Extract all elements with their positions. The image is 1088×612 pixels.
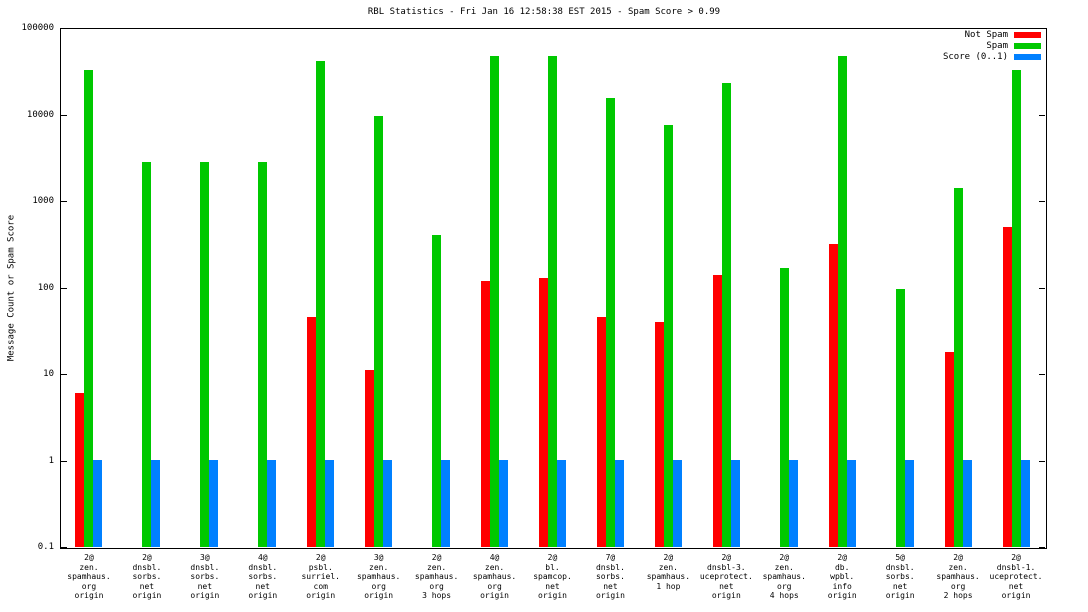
x-tick-label: 2@ zen. spamhaus. org origin	[67, 553, 111, 600]
bar-not-spam	[539, 278, 548, 547]
y-tick-label: 10	[43, 369, 54, 379]
x-tick-label: 2@ zen. spamhaus. 1 hop	[646, 553, 691, 591]
bar-score-0-1	[846, 460, 856, 547]
x-tick-label: 4@ zen. spamhaus. org origin	[472, 553, 517, 600]
bar-score-0-1	[614, 460, 624, 547]
legend-label: Spam	[986, 41, 1008, 51]
x-tick-label: 2@ zen. spamhaus. org 3 hops	[414, 553, 459, 600]
y-tick-mark	[61, 374, 67, 375]
x-tick-label: 2@ zen. spamhaus. org 4 hops	[762, 553, 806, 600]
x-tick-label: 2@ psbl. surriel. com origin	[301, 553, 340, 600]
bar-spam	[663, 125, 673, 547]
chart-title: RBL Statistics - Fri Jan 16 12:58:38 EST…	[367, 7, 721, 17]
bar-not-spam	[481, 281, 491, 547]
bar-spam	[953, 188, 963, 547]
y-tick-mark	[61, 547, 67, 548]
bar-score-0-1	[93, 460, 103, 547]
y-tick-label: 10000	[26, 109, 54, 120]
x-tick-label: 2@ dnsbl. sorbs. net origin	[132, 553, 162, 600]
bar-score-0-1	[788, 460, 798, 547]
bar-not-spam	[654, 322, 664, 547]
bar-not-spam	[828, 244, 838, 547]
bar-score-0-1	[441, 460, 451, 547]
legend-label: Not Spam	[964, 30, 1008, 40]
bar-not-spam	[365, 370, 375, 547]
y-tick-mark	[1039, 460, 1045, 462]
y-tick-label: 0.1	[37, 542, 54, 552]
x-tick-label: 2@ zen. spamhaus. org 2 hops	[936, 553, 980, 600]
bar-not-spam	[944, 352, 954, 547]
y-tick-label: 100000	[21, 23, 54, 33]
x-tick-label: 2@ db. wpbl. info origin	[827, 553, 857, 600]
y-tick-mark	[61, 287, 67, 289]
bar-spam	[1011, 70, 1021, 547]
bar-score-0-1	[904, 460, 914, 547]
y-tick-mark	[61, 460, 67, 462]
bar-score-0-1	[1020, 460, 1030, 547]
bar-spam	[200, 162, 210, 547]
bar-score-0-1	[557, 460, 566, 547]
bar-spam	[895, 289, 905, 547]
x-tick-label: 4@ dnsbl. sorbs. net origin	[248, 553, 278, 600]
bar-not-spam	[307, 317, 317, 547]
x-tick-label: 7@ dnsbl. sorbs. net origin	[595, 553, 625, 600]
legend-entry: Spam	[986, 41, 1041, 51]
y-tick-mark	[1039, 114, 1045, 116]
bar-spam	[374, 116, 384, 547]
legend-entry: Not Spam	[965, 30, 1041, 40]
bar-not-spam	[712, 275, 722, 547]
legend-entry: Score (0..1)	[943, 52, 1041, 62]
bar-spam	[84, 70, 94, 547]
bar-score-0-1	[499, 460, 509, 547]
y-tick-label: 1	[48, 455, 54, 466]
bar-score-0-1	[151, 460, 161, 547]
y-tick-mark	[1039, 374, 1045, 375]
bar-not-spam	[1002, 227, 1012, 547]
x-tick-label: 3@ zen. spamhaus. org origin	[356, 553, 401, 600]
legend-swatch	[1014, 43, 1041, 49]
y-tick-label: 100	[37, 282, 54, 293]
x-tick-label: 2@ dnsbl-3. uceprotect. net origin	[699, 553, 753, 600]
bar-score-0-1	[672, 460, 682, 547]
bar-score-0-1	[325, 460, 335, 547]
bar-score-0-1	[962, 460, 972, 547]
bar-spam	[258, 162, 268, 547]
x-tick-label: 2@ dnsbl-1. uceprotect. net origin	[989, 553, 1043, 600]
y-tick-mark	[1039, 28, 1045, 29]
bar-spam	[605, 98, 615, 547]
bar-spam	[837, 56, 847, 547]
bar-spam	[721, 83, 731, 547]
bar-spam	[432, 235, 442, 547]
bar-spam	[779, 268, 789, 547]
x-tick-label: 2@ bl. spamcop. net origin	[533, 553, 572, 600]
legend: Not Spam Spam Score (0..1)	[943, 30, 1041, 62]
bar-score-0-1	[383, 460, 393, 547]
legend-swatch	[1014, 54, 1041, 60]
y-tick-mark	[1039, 201, 1045, 202]
legend-swatch	[1014, 32, 1041, 38]
x-tick-label: 5@ dnsbl. sorbs. net origin	[885, 553, 915, 600]
y-tick-label: 1000	[32, 196, 54, 206]
x-tick-label: 3@ dnsbl. sorbs. net origin	[190, 553, 220, 600]
bar-score-0-1	[730, 460, 740, 547]
bar-spam	[490, 56, 500, 547]
bar-spam	[548, 56, 557, 547]
bar-spam	[142, 162, 152, 547]
y-tick-mark	[61, 114, 67, 116]
y-tick-mark	[1039, 547, 1045, 548]
y-tick-mark	[61, 201, 67, 202]
bar-not-spam	[596, 317, 606, 547]
y-tick-mark	[61, 28, 67, 29]
bar-not-spam	[75, 393, 85, 547]
y-tick-mark	[1039, 287, 1045, 289]
bar-spam	[316, 61, 326, 547]
legend-label: Score (0..1)	[942, 52, 1008, 62]
bar-score-0-1	[209, 460, 219, 547]
bar-score-0-1	[267, 460, 277, 547]
